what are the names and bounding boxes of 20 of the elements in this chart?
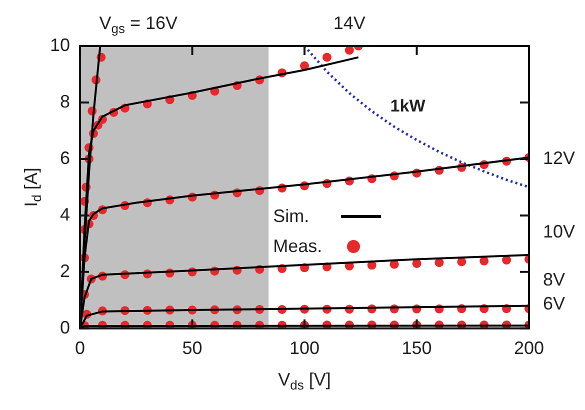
x-tick-label: 150 xyxy=(402,338,432,358)
text: 6V xyxy=(543,293,566,314)
y-tick-label: 8 xyxy=(60,91,70,112)
x-tick-label: 100 xyxy=(289,338,320,358)
x-tick-label: 50 xyxy=(182,338,202,358)
y-tick-label: 6 xyxy=(60,148,70,168)
annotation: 1kW xyxy=(390,96,426,116)
y-tick-label: 0 xyxy=(60,317,70,338)
text: 8V xyxy=(543,269,566,290)
annotation: 14V xyxy=(333,12,366,33)
y-tick-label: 4 xyxy=(60,204,70,224)
annotation: 12V xyxy=(543,148,576,168)
y-axis-title: Id [A] xyxy=(20,168,44,207)
x-tick-label: 0 xyxy=(75,338,86,358)
y-tick-label: 10 xyxy=(50,34,70,55)
x-tick-label: 200 xyxy=(514,338,544,358)
legend-label: Meas. xyxy=(273,235,324,258)
text: 10V xyxy=(543,221,576,242)
legend-label: Sim. xyxy=(273,205,310,228)
y-tick-label: 2 xyxy=(60,260,70,281)
